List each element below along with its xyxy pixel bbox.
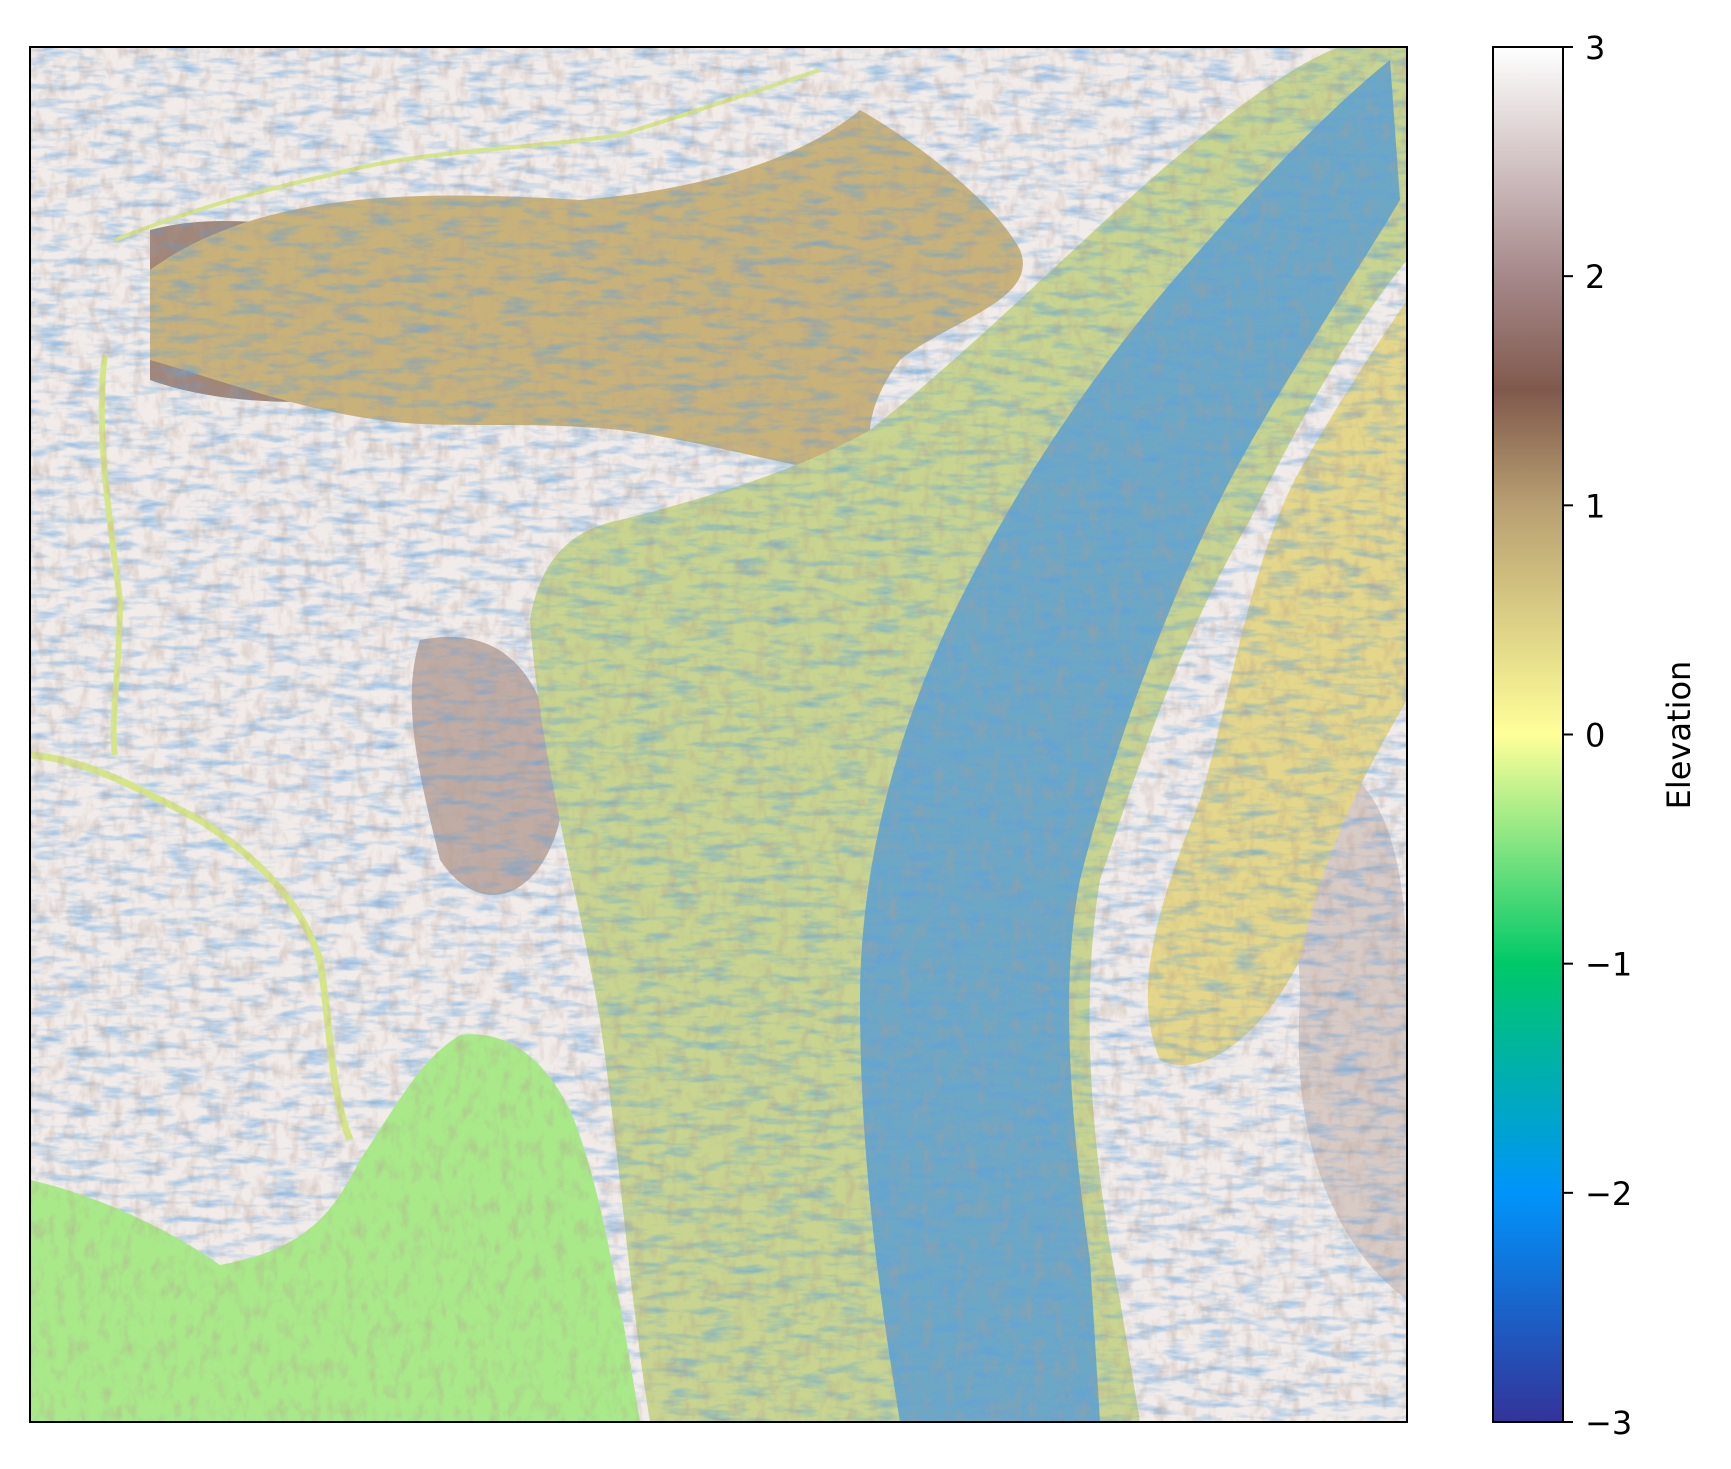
colorbar-tick-label: −2: [1585, 1175, 1632, 1213]
colorbar-tick-label: 2: [1585, 258, 1605, 296]
colorbar-gradient: [1493, 47, 1563, 1422]
colorbar: 3 2 1 0 −1 −2 −3 Elevation: [1492, 29, 1698, 1442]
heatmap-texture: [30, 47, 1407, 1422]
heatmap-panel: [30, 47, 1407, 1422]
colorbar-tick-label: −3: [1585, 1404, 1632, 1442]
heatmap-frame: [29, 46, 1408, 1423]
colorbar-ticks: 3 2 1 0 −1 −2 −3: [1563, 29, 1632, 1442]
colorbar-tick-label: 1: [1585, 487, 1605, 525]
colorbar-tick-label: 0: [1585, 717, 1605, 755]
colorbar-label: Elevation: [1660, 661, 1698, 810]
colorbar-tick-label: 3: [1585, 29, 1605, 67]
colorbar-tick-label: −1: [1585, 946, 1632, 984]
